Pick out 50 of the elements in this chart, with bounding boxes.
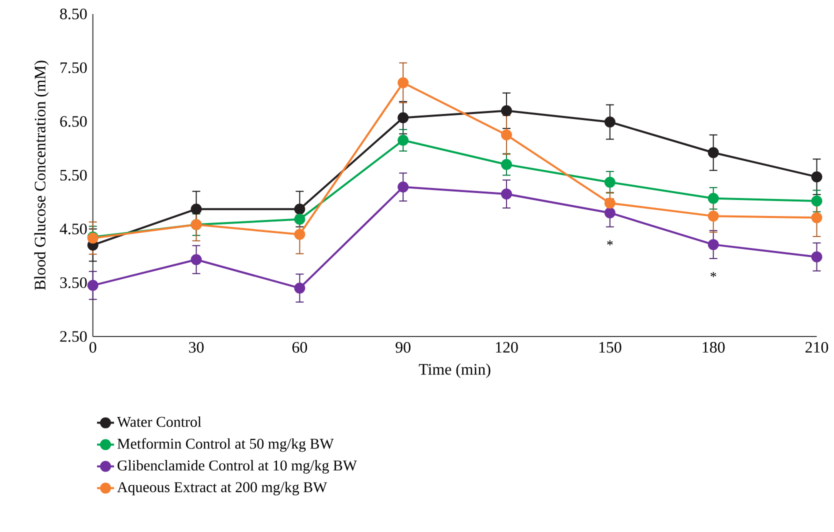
point bbox=[811, 171, 822, 182]
y-tick-label: 5.50 bbox=[60, 170, 87, 181]
legend-label: Aqueous Extract at 200 mg/kg BW bbox=[117, 482, 328, 496]
point bbox=[501, 105, 512, 116]
point bbox=[604, 176, 616, 188]
point bbox=[190, 254, 202, 266]
annotation: * bbox=[710, 272, 716, 278]
x-tick-label: 30 bbox=[189, 342, 204, 353]
annotation: * bbox=[607, 240, 613, 246]
point bbox=[501, 158, 512, 170]
point bbox=[811, 212, 822, 224]
x-tick-label: 150 bbox=[599, 342, 622, 353]
x-tick-label: 60 bbox=[292, 342, 308, 353]
point bbox=[604, 198, 616, 209]
y-tick-label: 3.50 bbox=[60, 277, 87, 288]
point bbox=[501, 188, 512, 200]
point bbox=[811, 195, 822, 206]
point bbox=[190, 204, 202, 214]
point bbox=[398, 181, 409, 192]
y-axis-title: Blood Glucose Concentration (mM) bbox=[34, 60, 49, 290]
y-tick-label: 2.50 bbox=[60, 330, 87, 342]
x-tick-label: 180 bbox=[702, 342, 725, 353]
x-tick-label: 210 bbox=[806, 342, 828, 353]
point bbox=[398, 134, 409, 146]
point bbox=[294, 204, 306, 214]
point bbox=[708, 210, 719, 222]
point bbox=[811, 251, 822, 262]
point bbox=[708, 192, 719, 204]
y-tick-label: 8.50 bbox=[60, 8, 87, 20]
point bbox=[398, 112, 409, 124]
y-tick-label: 6.50 bbox=[60, 116, 87, 127]
point bbox=[604, 207, 616, 218]
x-tick-label: 90 bbox=[396, 342, 410, 353]
x-tick-label: 0 bbox=[89, 342, 96, 353]
y-tick-label: 4.50 bbox=[60, 223, 87, 234]
point bbox=[604, 116, 616, 128]
point bbox=[398, 77, 409, 88]
point bbox=[708, 147, 719, 158]
legend-label: Metformin Control at 50 mg/kg BW bbox=[117, 438, 334, 452]
y-tick-label: 7.50 bbox=[60, 62, 87, 74]
point bbox=[87, 280, 98, 291]
x-axis-title: Time (min) bbox=[418, 363, 490, 378]
point bbox=[501, 129, 512, 140]
legend-label: Water Control bbox=[117, 416, 202, 427]
legend-label: Glibenclamide Control at 10 mg/kg BW bbox=[118, 460, 357, 474]
point bbox=[294, 214, 306, 225]
point bbox=[294, 282, 306, 294]
point bbox=[708, 238, 719, 250]
point bbox=[294, 228, 306, 240]
x-tick-label: 120 bbox=[496, 342, 518, 353]
